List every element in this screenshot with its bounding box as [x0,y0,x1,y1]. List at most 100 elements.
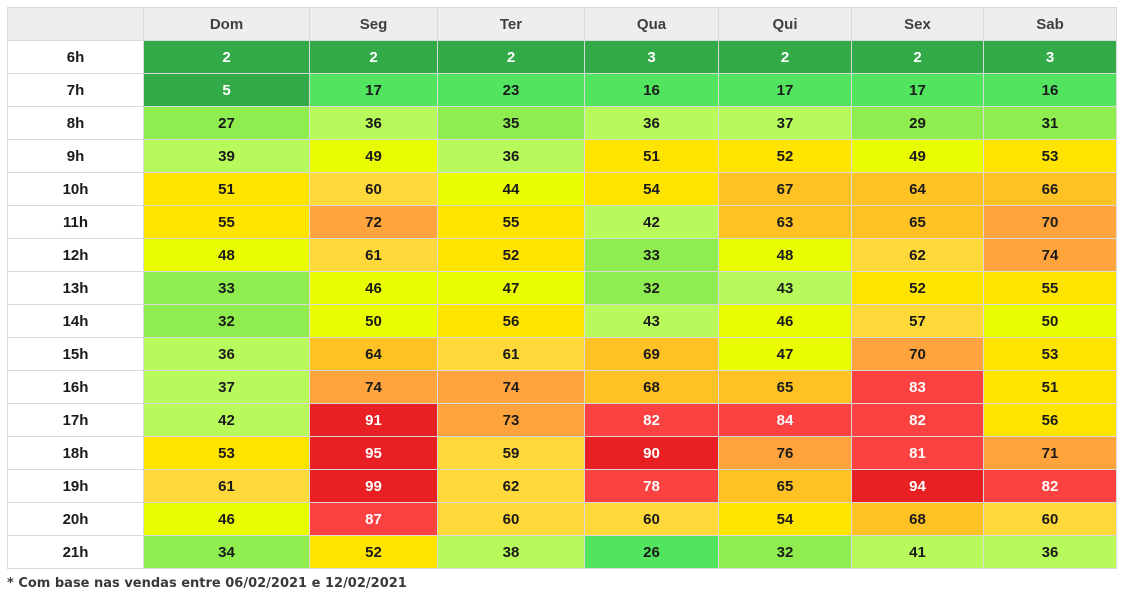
column-header-ter: Ter [437,7,585,41]
table-row: 21h 34 52 38 26 32 41 36 [7,535,1117,569]
column-header-dom: Dom [143,7,310,41]
heatmap-cell: 56 [437,304,585,338]
heatmap-cell: 2 [309,40,438,74]
heatmap-cell: 65 [718,469,852,503]
heatmap-cell: 46 [309,271,438,305]
heatmap-cell: 50 [309,304,438,338]
heatmap-cell: 61 [143,469,310,503]
row-header-10h: 10h [7,172,144,206]
heatmap-cell: 50 [983,304,1117,338]
heatmap-cell: 36 [584,106,719,140]
table-row: 17h 42 91 73 82 84 82 56 [7,403,1117,437]
heatmap-cell: 3 [584,40,719,74]
heatmap-cell: 65 [851,205,984,239]
heatmap-cell: 59 [437,436,585,470]
table-row: 6h 2 2 2 3 2 2 3 [7,40,1117,74]
row-header-19h: 19h [7,469,144,503]
heatmap-cell: 49 [309,139,438,173]
heatmap-cell: 32 [718,535,852,569]
heatmap-cell: 36 [143,337,310,371]
heatmap-cell: 60 [584,502,719,536]
heatmap-cell: 78 [584,469,719,503]
heatmap-cell: 17 [309,73,438,107]
heatmap-cell: 49 [851,139,984,173]
table-row: 7h 5 17 23 16 17 17 16 [7,73,1117,107]
heatmap-cell: 52 [309,535,438,569]
heatmap-cell: 74 [437,370,585,404]
heatmap-cell: 91 [309,403,438,437]
heatmap-cell: 62 [851,238,984,272]
heatmap-header: Dom Seg Ter Qua Qui Sex Sab [7,7,1117,41]
heatmap-cell: 54 [584,172,719,206]
corner-cell [7,7,144,41]
table-row: 19h 61 99 62 78 65 94 82 [7,469,1117,503]
row-header-6h: 6h [7,40,144,74]
heatmap-cell: 90 [584,436,719,470]
heatmap-cell: 56 [983,403,1117,437]
heatmap-cell: 55 [983,271,1117,305]
heatmap-cell: 51 [584,139,719,173]
table-row: 11h 55 72 55 42 63 65 70 [7,205,1117,239]
heatmap-cell: 26 [584,535,719,569]
heatmap-cell: 74 [983,238,1117,272]
column-header-qua: Qua [584,7,719,41]
row-header-9h: 9h [7,139,144,173]
row-header-12h: 12h [7,238,144,272]
row-header-8h: 8h [7,106,144,140]
heatmap-cell: 36 [437,139,585,173]
heatmap-cell: 70 [851,337,984,371]
row-header-17h: 17h [7,403,144,437]
heatmap-cell: 34 [143,535,310,569]
heatmap-cell: 48 [718,238,852,272]
heatmap-cell: 3 [983,40,1117,74]
row-header-21h: 21h [7,535,144,569]
heatmap-cell: 73 [437,403,585,437]
heatmap-cell: 52 [437,238,585,272]
heatmap-cell: 36 [983,535,1117,569]
heatmap-cell: 64 [309,337,438,371]
table-row: 9h 39 49 36 51 52 49 53 [7,139,1117,173]
row-header-14h: 14h [7,304,144,338]
heatmap-cell: 39 [143,139,310,173]
heatmap-cell: 36 [309,106,438,140]
heatmap-cell: 16 [584,73,719,107]
heatmap-cell: 27 [143,106,310,140]
heatmap-cell: 29 [851,106,984,140]
heatmap-cell: 37 [718,106,852,140]
table-row: 16h 37 74 74 68 65 83 51 [7,370,1117,404]
heatmap-cell: 62 [437,469,585,503]
heatmap-cell: 51 [983,370,1117,404]
table-row: 18h 53 95 59 90 76 81 71 [7,436,1117,470]
heatmap-cell: 99 [309,469,438,503]
heatmap-cell: 53 [143,436,310,470]
heatmap-cell: 2 [437,40,585,74]
heatmap-cell: 35 [437,106,585,140]
row-header-7h: 7h [7,73,144,107]
heatmap-cell: 61 [309,238,438,272]
row-header-13h: 13h [7,271,144,305]
heatmap-cell: 74 [309,370,438,404]
heatmap-cell: 69 [584,337,719,371]
heatmap-cell: 51 [143,172,310,206]
heatmap-cell: 31 [983,106,1117,140]
heatmap-cell: 53 [983,337,1117,371]
heatmap-cell: 67 [718,172,852,206]
row-header-18h: 18h [7,436,144,470]
heatmap-cell: 57 [851,304,984,338]
heatmap-cell: 46 [143,502,310,536]
heatmap-cell: 68 [851,502,984,536]
footnote: * Com base nas vendas entre 06/02/2021 e… [7,576,407,591]
heatmap-cell: 52 [718,139,852,173]
heatmap-cell: 83 [851,370,984,404]
heatmap-cell: 2 [143,40,310,74]
column-header-qui: Qui [718,7,852,41]
heatmap-cell: 47 [718,337,852,371]
heatmap-cell: 55 [143,205,310,239]
heatmap-cell: 95 [309,436,438,470]
table-row: 14h 32 50 56 43 46 57 50 [7,304,1117,338]
column-header-seg: Seg [309,7,438,41]
heatmap-cell: 53 [983,139,1117,173]
row-header-15h: 15h [7,337,144,371]
heatmap-cell: 82 [983,469,1117,503]
table-row: 13h 33 46 47 32 43 52 55 [7,271,1117,305]
